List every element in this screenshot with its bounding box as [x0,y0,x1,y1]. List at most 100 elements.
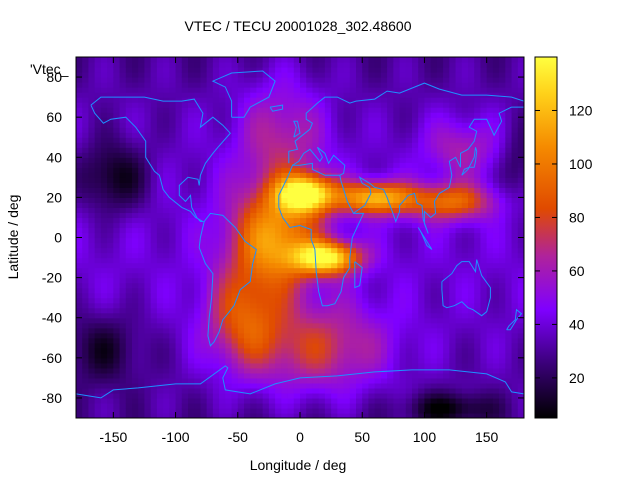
heatmap-cell [275,387,282,394]
heatmap-cell [430,152,438,158]
heatmap-cell [449,252,457,259]
heatmap-cell [219,117,226,123]
heatmap-cell [436,147,444,153]
heatmap-cell [200,247,208,254]
heatmap-cell [119,102,127,108]
heatmap-cell [405,117,413,123]
heatmap-cell [393,117,401,123]
heatmap-cell [88,147,96,153]
heatmap-cell [82,267,90,274]
heatmap-cell [206,392,214,399]
heatmap-cell [88,287,96,294]
heatmap-cell [125,392,133,399]
heatmap-cell [175,102,183,108]
heatmap-cell [324,112,332,118]
heatmap-cell [368,317,376,324]
heatmap-cell [100,122,108,128]
heatmap-cell [486,157,494,163]
heatmap-cell [156,357,164,364]
heatmap-cell [356,172,363,178]
heatmap-cell [399,137,407,143]
heatmap-cell [262,252,270,259]
heatmap-cell [492,407,500,414]
heatmap-cell [312,382,320,389]
heatmap-cell [169,412,177,418]
heatmap-cell [275,407,282,414]
heatmap-cell [324,357,332,364]
heatmap-cell [449,237,457,244]
heatmap-cell [449,242,457,249]
heatmap-cell [300,177,307,183]
heatmap-cell [468,372,475,379]
heatmap-cell [200,332,208,339]
heatmap-cell [412,167,419,173]
heatmap-cell [380,322,388,329]
heatmap-cell [461,127,469,133]
heatmap-cell [244,117,251,123]
heatmap-cell [262,272,270,279]
heatmap-cell [94,272,102,279]
heatmap-cell [125,92,133,98]
heatmap-cell [150,302,158,309]
heatmap-cell [206,272,214,279]
heatmap-cell [268,232,276,239]
heatmap-cell [212,262,220,269]
heatmap-cell [436,247,444,254]
heatmap-cell [393,362,401,369]
heatmap-cell [436,57,444,63]
heatmap-cell [219,182,226,188]
heatmap-cell [100,162,108,168]
heatmap-cell [250,247,258,254]
heatmap-cell [449,187,457,193]
heatmap-cell [436,152,444,158]
heatmap-cell [393,272,401,279]
heatmap-cell [461,307,469,314]
heatmap-cell [156,167,164,173]
heatmap-cell [119,192,127,198]
heatmap-cell [362,412,370,418]
heatmap-cell [324,337,332,344]
heatmap-cell [200,72,208,78]
heatmap-cell [132,77,139,83]
heatmap-cell [256,222,264,229]
heatmap-cell [94,197,102,203]
heatmap-cell [349,337,357,344]
heatmap-cell [231,237,239,244]
heatmap-cell [181,352,189,359]
heatmap-cell [119,237,127,244]
heatmap-cell [461,252,469,259]
heatmap-cell [374,307,382,314]
heatmap-cell [436,172,444,178]
heatmap-cell [324,407,332,414]
heatmap-cell [436,102,444,108]
heatmap-cell [318,342,326,349]
heatmap-cell [156,407,164,414]
heatmap-cell [368,307,376,314]
heatmap-cell [393,187,401,193]
heatmap-cell [250,197,258,203]
heatmap-cell [356,182,363,188]
heatmap-cell [100,242,108,249]
heatmap-cell [144,207,152,214]
heatmap-cell [499,62,506,68]
heatmap-cell [107,167,114,173]
heatmap-cell [181,412,189,418]
heatmap-cell [331,117,338,123]
heatmap-cell [293,387,301,394]
heatmap-cell [132,122,139,128]
heatmap-cell [163,302,170,309]
heatmap-cell [275,142,282,148]
heatmap-cell [343,67,351,73]
heatmap-cell [468,232,475,239]
heatmap-cell [306,387,314,394]
heatmap-cell [76,102,83,108]
heatmap-cell [281,317,289,324]
heatmap-cell [175,197,183,203]
heatmap-cell [492,172,500,178]
heatmap-cell [107,232,114,239]
heatmap-cell [312,237,320,244]
heatmap-cell [100,332,108,339]
heatmap-cell [94,302,102,309]
heatmap-cell [405,292,413,299]
heatmap-cell [181,72,189,78]
